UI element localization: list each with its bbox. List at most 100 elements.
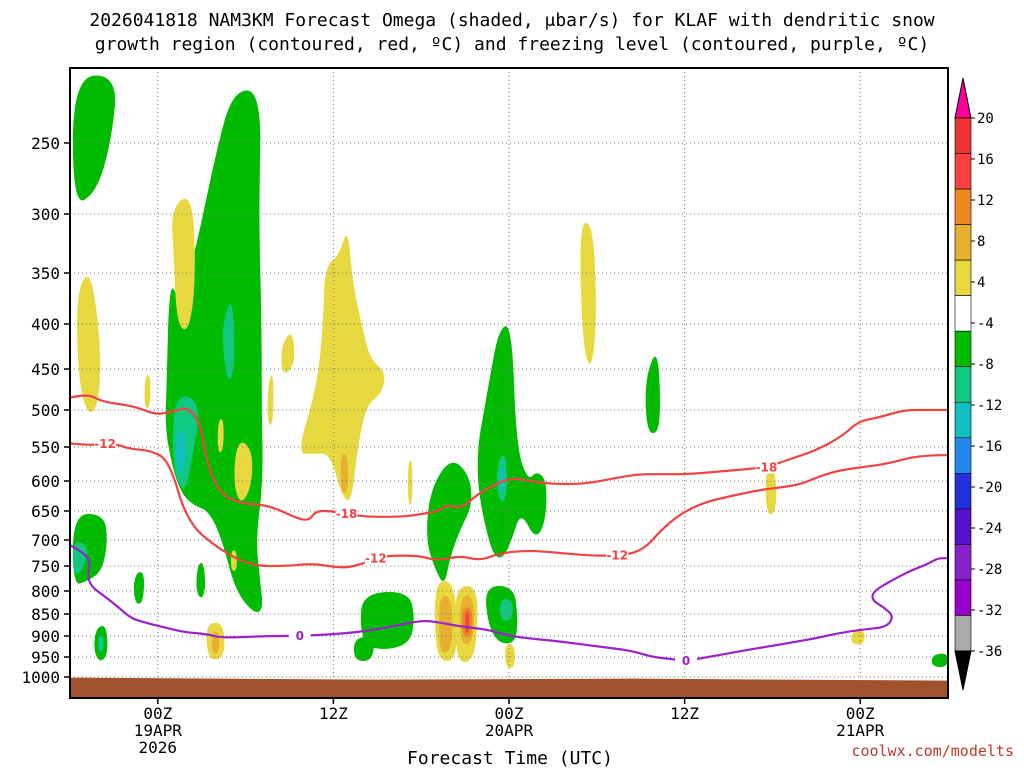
pressure-tick-label: 600 bbox=[31, 472, 60, 491]
pressure-tick-label: 300 bbox=[31, 205, 60, 224]
rising-motion-region bbox=[499, 598, 513, 621]
colorbar-segment bbox=[954, 437, 972, 474]
rising-motion-region bbox=[175, 430, 186, 474]
grid-lines bbox=[70, 68, 948, 698]
pressure-tick-label: 900 bbox=[31, 627, 60, 646]
rising-motion-region bbox=[133, 572, 145, 604]
isotherm-line-0 bbox=[69, 544, 948, 662]
sinking-motion-region bbox=[281, 334, 295, 373]
isotherm-label-bg bbox=[606, 548, 629, 562]
colorbar-segment bbox=[954, 188, 972, 225]
sinking-motion-region bbox=[77, 276, 101, 413]
isotherm-label: -12 bbox=[606, 549, 628, 563]
sinking-motion-region bbox=[172, 198, 195, 330]
colorbar-label: -16 bbox=[977, 439, 1002, 455]
time-tick-label: 12Z bbox=[670, 704, 699, 723]
pressure-tick-label: 650 bbox=[31, 502, 60, 521]
colorbar-label: -8 bbox=[977, 357, 994, 373]
sinking-motion-region bbox=[408, 460, 413, 505]
sinking-motion-region bbox=[765, 468, 777, 515]
sinking-motion-region bbox=[231, 550, 237, 571]
colorbar-label: -24 bbox=[977, 521, 1002, 537]
colorbar-label: 8 bbox=[977, 234, 985, 250]
colorbar-label: 4 bbox=[977, 275, 985, 291]
isotherm-label: 0 bbox=[682, 654, 690, 668]
isotherm-contours: -18 -18 -12 -12 -12 0 0 bbox=[69, 394, 948, 668]
isotherm-label-bg bbox=[675, 654, 698, 667]
rising-motion-region bbox=[222, 303, 235, 380]
colorbar-label: 20 bbox=[977, 111, 994, 127]
terrain-ground bbox=[70, 677, 948, 698]
sinking-motion-region bbox=[851, 630, 865, 645]
isotherm-label-bg bbox=[335, 506, 358, 520]
sinking-motion-region bbox=[505, 644, 515, 669]
sinking-motion-region bbox=[144, 374, 151, 409]
chart-title-line-2: growth region (contoured, red, ºC) and f… bbox=[95, 34, 929, 55]
sinking-motion-region bbox=[340, 453, 348, 493]
colorbar-segment bbox=[954, 508, 972, 545]
isotherm-line--12 bbox=[69, 442, 948, 569]
pressure-tick-label: 1000 bbox=[21, 668, 60, 687]
colorbar-segment bbox=[954, 153, 972, 190]
isotherm-label: -18 bbox=[336, 507, 358, 521]
colorbar-label: -28 bbox=[977, 562, 1002, 578]
pressure-tick-label: 500 bbox=[31, 401, 60, 420]
isotherm-label-bg bbox=[755, 460, 778, 474]
colorbar-label: -20 bbox=[977, 480, 1002, 496]
pressure-tick-label: 250 bbox=[31, 134, 60, 153]
colorbar-label: -12 bbox=[977, 398, 1002, 414]
colorbar-segment bbox=[954, 615, 972, 652]
colorbar-segment bbox=[954, 473, 972, 510]
pressure-tick-label: 400 bbox=[31, 315, 60, 334]
time-tick-label: 2026 bbox=[139, 738, 178, 757]
credit-link[interactable]: coolwx.com/modelts bbox=[851, 742, 1014, 760]
rising-motion-region bbox=[72, 542, 87, 574]
isotherm-label: -12 bbox=[365, 552, 387, 566]
pressure-tick-label: 850 bbox=[31, 605, 60, 624]
time-tick-label: 00Z bbox=[143, 704, 172, 723]
isotherm-label: -18 bbox=[756, 460, 778, 474]
colorbar-label: 12 bbox=[977, 193, 994, 209]
colorbar-segment bbox=[954, 366, 972, 403]
sinking-motion-region bbox=[267, 375, 274, 425]
pressure-tick-label: 550 bbox=[31, 438, 60, 457]
omega-colorbar: 20 16 12 8 4 -4 -8 -12 -16 -20 -24 -28 -32 -36 bbox=[954, 77, 1002, 691]
isotherm-label: -12 bbox=[94, 437, 116, 451]
colorbar-top-arrow bbox=[954, 77, 972, 119]
plot-area bbox=[70, 75, 948, 698]
colorbar-bottom-arrow bbox=[954, 650, 972, 691]
pressure-tick-label: 750 bbox=[31, 557, 60, 576]
time-tick-label: 00Z bbox=[846, 704, 875, 723]
colorbar-segment bbox=[954, 579, 972, 616]
time-tick-label: 20APR bbox=[485, 721, 534, 740]
isotherm-label-bg bbox=[94, 437, 117, 451]
rising-motion-region bbox=[165, 90, 263, 613]
isotherm-label-bg bbox=[288, 629, 311, 642]
pressure-tick-label: 350 bbox=[31, 264, 60, 283]
rising-motion-region bbox=[360, 592, 414, 649]
pressure-axis: 250 300 350 400 450 500 550 600 650 700 750 800 850 9… bbox=[21, 134, 70, 687]
rising-motion-region bbox=[196, 562, 206, 598]
pressure-tick-label: 700 bbox=[31, 531, 60, 550]
rising-motion-region bbox=[72, 75, 116, 201]
colorbar-label: -36 bbox=[977, 644, 1002, 660]
rising-motion-region bbox=[477, 326, 547, 558]
sinking-motion-region bbox=[301, 235, 385, 501]
rising-motion-region bbox=[353, 636, 374, 661]
sinking-motion-region bbox=[217, 419, 224, 453]
pressure-tick-label: 950 bbox=[31, 648, 60, 667]
sinking-motion-region bbox=[580, 222, 596, 364]
colorbar-segment bbox=[954, 544, 972, 581]
rising-motion-region bbox=[645, 356, 661, 434]
colorbar-segment bbox=[954, 330, 972, 368]
colorbar-segment bbox=[954, 259, 972, 296]
colorbar-label: 16 bbox=[977, 152, 994, 168]
colorbar-segment bbox=[954, 117, 972, 154]
time-tick-label: 00Z bbox=[495, 704, 524, 723]
chart-title-line-1: 2026041818 NAM3KM Forecast Omega (shaded… bbox=[89, 10, 934, 31]
sinking-motion-region bbox=[234, 442, 253, 501]
isotherm-label: 0 bbox=[296, 629, 304, 643]
time-tick-label: 19APR bbox=[134, 721, 183, 740]
